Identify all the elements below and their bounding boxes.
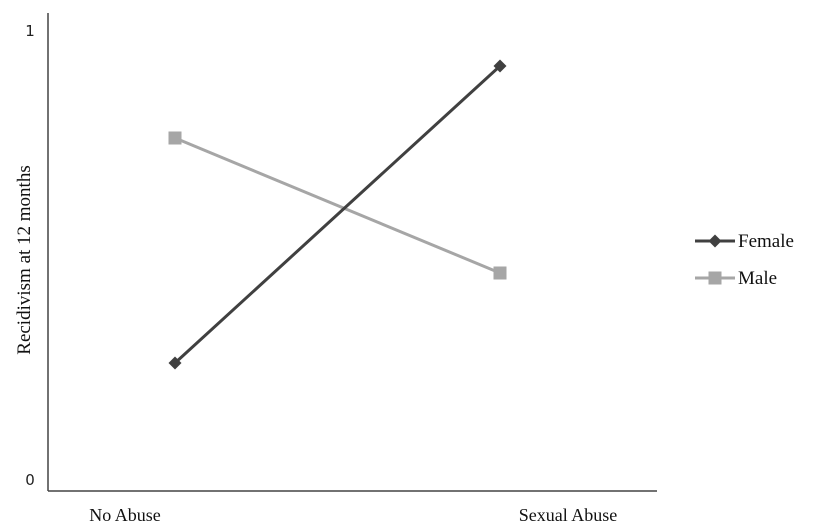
x-axis: No Abuse Sexual Abuse [48,490,657,525]
data-point-male-0 [168,131,182,145]
y-axis-label: Recidivism at 12 months [14,165,35,354]
x-category-label-sexual-abuse: Sexual Abuse [519,505,618,525]
data-point-male-1 [493,266,507,280]
series-line-female [173,64,502,365]
legend-label-female: Female [738,231,794,252]
legend-marker-male [708,271,722,285]
y-tick-label-bottom: 0 [25,471,35,489]
legend-label-male: Male [738,268,777,289]
y-tick-label-top: 1 [25,22,35,40]
legend: Female Male [695,231,794,289]
data-point-female-1 [493,59,507,73]
x-category-label-no-abuse: No Abuse [89,505,161,525]
series-line-male [174,136,501,275]
y-axis: 1 0 Recidivism at 12 months [14,13,49,491]
data-point-female-0 [168,356,182,370]
legend-marker-female [708,234,722,248]
plot-area [168,59,507,370]
